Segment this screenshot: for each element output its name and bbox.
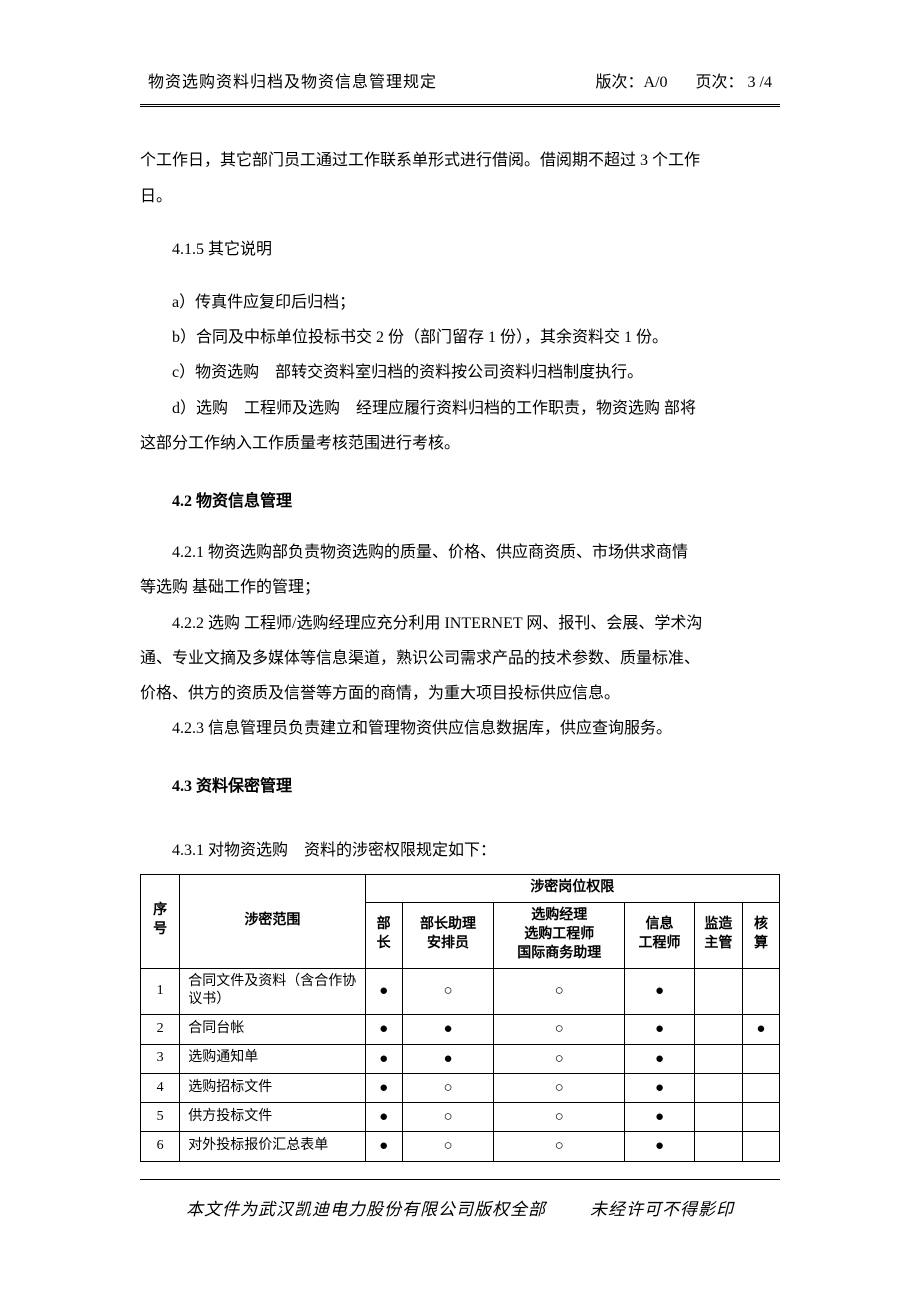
para-421-2: 等选购 基础工作的管理； — [140, 570, 780, 605]
item-d: d）选购 工程师及选购 经理应履行资料归档的工作职责，物资选购 部将 — [140, 391, 780, 426]
cell-f — [742, 1103, 779, 1132]
cell-f — [742, 1132, 779, 1161]
footer-right: 未经许可不得影印 — [590, 1200, 734, 1219]
col-d: 信息工程师 — [625, 902, 695, 968]
cell-b: ○ — [402, 968, 494, 1015]
permission-table: 序号 涉密范围 涉密岗位权限 部长 部长助理安排员 选购经理选购工程师国际商务助… — [140, 874, 780, 1162]
cell-c: ○ — [494, 1103, 625, 1132]
cell-d: ● — [625, 968, 695, 1015]
item-c: c）物资选购 部转交资料室归档的资料按公司资料归档制度执行。 — [140, 355, 780, 390]
cell-c: ○ — [494, 1015, 625, 1044]
cell-f — [742, 968, 779, 1015]
cell-d: ● — [625, 1103, 695, 1132]
heading-43: 4.3 资料保密管理 — [140, 772, 780, 802]
cell-n: 3 — [141, 1044, 180, 1073]
col-b: 部长助理安排员 — [402, 902, 494, 968]
cell-e — [694, 1015, 742, 1044]
cell-n: 4 — [141, 1073, 180, 1102]
cell-e — [694, 1044, 742, 1073]
cell-c: ○ — [494, 1132, 625, 1161]
cell-a: ● — [365, 1103, 402, 1132]
cell-scope: 对外投标报价汇总表单 — [180, 1132, 365, 1161]
table-row: 5供方投标文件●○○● — [141, 1103, 780, 1132]
para-continuation-2: 日。 — [140, 179, 780, 214]
cell-scope: 选购通知单 — [180, 1044, 365, 1073]
document-body: 个工作日，其它部门员工通过工作联系单形式进行借阅。借阅期不超过 3 个工作 日。… — [140, 143, 780, 1161]
col-e: 监造主管 — [694, 902, 742, 968]
item-d-2: 这部分工作纳入工作质量考核范围进行考核。 — [140, 426, 780, 461]
col-f: 核算 — [742, 902, 779, 968]
item-b: b）合同及中标单位投标书交 2 份（部门留存 1 份），其余资料交 1 份。 — [140, 320, 780, 355]
cell-e — [694, 1073, 742, 1102]
table-row: 6对外投标报价汇总表单●○○● — [141, 1132, 780, 1161]
cell-scope: 选购招标文件 — [180, 1073, 365, 1102]
cell-n: 2 — [141, 1015, 180, 1044]
cell-d: ● — [625, 1044, 695, 1073]
cell-scope: 供方投标文件 — [180, 1103, 365, 1132]
col-scope: 涉密范围 — [180, 874, 365, 968]
cell-e — [694, 1132, 742, 1161]
cell-b: ○ — [402, 1073, 494, 1102]
heading-42: 4.2 物资信息管理 — [140, 487, 780, 517]
table-row: 4选购招标文件●○○● — [141, 1073, 780, 1102]
header-title: 物资选购资料归档及物资信息管理规定 — [148, 68, 437, 98]
cell-n: 1 — [141, 968, 180, 1015]
col-a: 部长 — [365, 902, 402, 968]
cell-f — [742, 1044, 779, 1073]
cell-n: 5 — [141, 1103, 180, 1132]
col-group: 涉密岗位权限 — [365, 874, 779, 902]
cell-b: ● — [402, 1015, 494, 1044]
cell-e — [694, 1103, 742, 1132]
cell-a: ● — [365, 1015, 402, 1044]
cell-b: ● — [402, 1044, 494, 1073]
cell-scope: 合同台帐 — [180, 1015, 365, 1044]
cell-scope: 合同文件及资料（含合作协议书） — [180, 968, 365, 1015]
para-422: 4.2.2 选购 工程师/选购经理应充分利用 INTERNET 网、报刊、会展、… — [140, 606, 780, 641]
item-a: a）传真件应复印后归档； — [140, 285, 780, 320]
table-row: 2合同台帐●●○●● — [141, 1015, 780, 1044]
para-422-3: 价格、供方的资质及信誉等方面的商情，为重大项目投标供应信息。 — [140, 676, 780, 711]
cell-a: ● — [365, 1073, 402, 1102]
footer-left: 本文件为武汉凯迪电力股份有限公司版权全部 — [186, 1200, 546, 1219]
para-421: 4.2.1 物资选购部负责物资选购的质量、价格、供应商资质、市场供求商情 — [140, 535, 780, 570]
header-version: 版次：A/0 — [596, 68, 668, 98]
cell-c: ○ — [494, 968, 625, 1015]
cell-b: ○ — [402, 1132, 494, 1161]
para-422-2: 通、专业文摘及多媒体等信息渠道，熟识公司需求产品的技术参数、质量标准、 — [140, 641, 780, 676]
cell-f — [742, 1073, 779, 1102]
cell-d: ● — [625, 1015, 695, 1044]
cell-c: ○ — [494, 1044, 625, 1073]
cell-e — [694, 968, 742, 1015]
cell-d: ● — [625, 1132, 695, 1161]
header-page: 页次： 3 /4 — [696, 68, 772, 98]
cell-c: ○ — [494, 1073, 625, 1102]
page-footer: 本文件为武汉凯迪电力股份有限公司版权全部 未经许可不得影印 — [140, 1179, 780, 1226]
cell-a: ● — [365, 1044, 402, 1073]
para-continuation: 个工作日，其它部门员工通过工作联系单形式进行借阅。借阅期不超过 3 个工作 — [140, 143, 780, 178]
table-row: 3选购通知单●●○● — [141, 1044, 780, 1073]
col-c: 选购经理选购工程师国际商务助理 — [494, 902, 625, 968]
para-415: 4.1.5 其它说明 — [140, 232, 780, 267]
cell-a: ● — [365, 1132, 402, 1161]
table-row: 1合同文件及资料（含合作协议书）●○○● — [141, 968, 780, 1015]
header-meta: 版次：A/0 页次： 3 /4 — [596, 68, 772, 98]
cell-d: ● — [625, 1073, 695, 1102]
page-header: 物资选购资料归档及物资信息管理规定 版次：A/0 页次： 3 /4 — [140, 68, 780, 107]
cell-b: ○ — [402, 1103, 494, 1132]
table-body: 1合同文件及资料（含合作协议书）●○○●2合同台帐●●○●●3选购通知单●●○●… — [141, 968, 780, 1161]
col-seq: 序号 — [141, 874, 180, 968]
cell-n: 6 — [141, 1132, 180, 1161]
cell-f: ● — [742, 1015, 779, 1044]
cell-a: ● — [365, 968, 402, 1015]
para-423: 4.2.3 信息管理员负责建立和管理物资供应信息数据库，供应查询服务。 — [140, 711, 780, 746]
para-431: 4.3.1 对物资选购 资料的涉密权限规定如下： — [140, 833, 780, 868]
